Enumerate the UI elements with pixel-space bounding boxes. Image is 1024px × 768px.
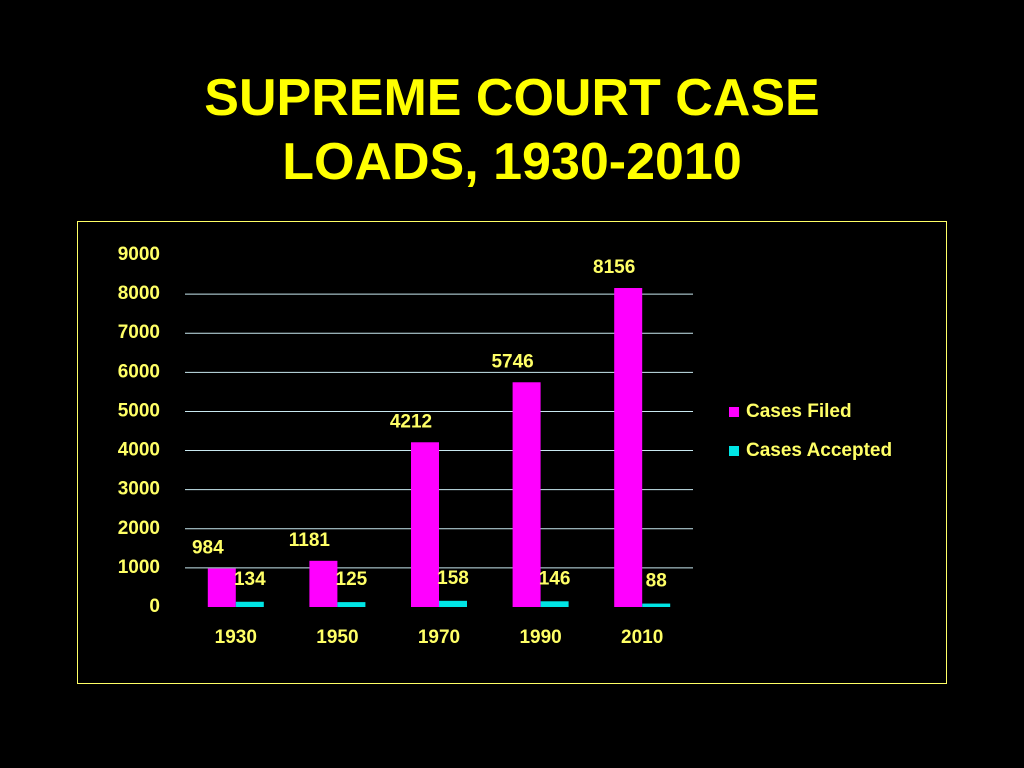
legend-swatch (729, 407, 739, 417)
chart-title: SUPREME COURT CASE LOADS, 1930-2010 (204, 69, 820, 191)
bar (309, 560, 338, 607)
y-tick-label: 2000 (118, 518, 160, 539)
y-tick-label: 3000 (118, 479, 160, 500)
y-tick-label: 9000 (118, 244, 160, 265)
data-label: 88 (646, 571, 667, 592)
bar (411, 442, 439, 607)
legend-label: Cases Accepted (746, 440, 892, 461)
bar (207, 568, 236, 607)
y-tick-label: 7000 (118, 322, 160, 343)
y-tick-label: 1000 (118, 557, 160, 578)
chart-frame (77, 221, 947, 684)
data-label: 8156 (593, 257, 635, 278)
data-label: 125 (336, 569, 368, 590)
x-tick-label: 1990 (519, 627, 561, 648)
x-tick-label: 1970 (418, 627, 460, 648)
bar (540, 601, 569, 607)
legend-label: Cases Filed (746, 401, 852, 422)
x-tick-label: 1930 (215, 627, 257, 648)
bar (439, 600, 467, 607)
bar (235, 601, 264, 607)
y-tick-label: 4000 (118, 440, 160, 461)
y-tick-label: 8000 (118, 283, 160, 304)
legend-swatch (729, 446, 739, 456)
y-tick-label: 0 (149, 596, 160, 617)
data-label: 1181 (289, 530, 331, 551)
y-tick-label: 5000 (118, 400, 160, 421)
data-label: 4212 (390, 411, 432, 432)
bar (512, 382, 541, 607)
data-label: 984 (192, 538, 224, 559)
data-label: 146 (539, 568, 571, 589)
data-label: 5746 (491, 351, 533, 372)
x-tick-label: 2010 (621, 627, 663, 648)
bar (642, 603, 671, 607)
bar (614, 288, 643, 607)
data-label: 158 (437, 568, 469, 589)
data-label: 134 (234, 569, 266, 590)
x-tick-label: 1950 (316, 627, 358, 648)
y-tick-label: 6000 (118, 361, 160, 382)
bar (337, 602, 366, 607)
